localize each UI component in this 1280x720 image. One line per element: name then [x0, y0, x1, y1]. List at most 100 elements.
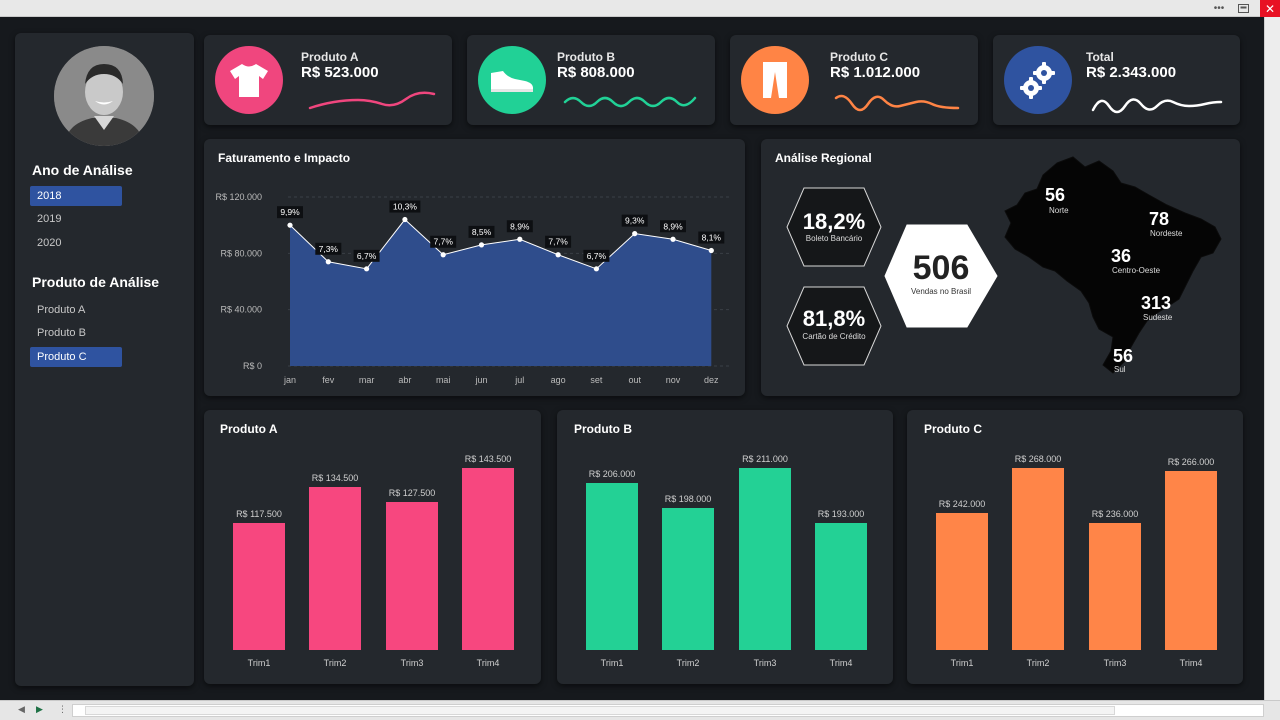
chart-title: Faturamento e Impacto — [218, 151, 351, 165]
region-centro-oeste-value: 36 — [1111, 246, 1132, 266]
year-2018[interactable]: 2018 — [30, 186, 122, 206]
data-label-bg — [277, 206, 303, 219]
bar — [739, 468, 791, 650]
region-norte-name: Norte — [1049, 206, 1069, 215]
credito-label: Cartão de Crédito — [802, 332, 866, 341]
bar-category-label: Trim4 — [476, 658, 500, 668]
x-tick-label: abr — [398, 375, 411, 385]
product-c-filter[interactable]: Produto C — [30, 347, 122, 367]
ribbon-display-icon[interactable] — [1234, 0, 1252, 17]
data-point — [670, 236, 676, 242]
sheet-options-icon[interactable]: ⋮ — [58, 704, 67, 714]
data-point — [517, 236, 523, 242]
chart-title: Produto A — [220, 422, 278, 436]
product-heading: Produto de Análise — [32, 274, 160, 290]
x-tick-label: mar — [359, 375, 375, 385]
close-icon[interactable]: ✕ — [1260, 0, 1280, 17]
kpi-card-produto-a: Produto A R$ 523.000 — [204, 35, 452, 125]
data-label-bg — [430, 235, 457, 248]
produto-a-chart-card: Produto A R$ 117.500 Trim1 R$ 134.500 Trim2… — [204, 410, 541, 684]
data-label: 8,9% — [663, 221, 683, 231]
vertical-scrollbar[interactable] — [1264, 17, 1280, 700]
year-heading: Ano de Análise — [32, 162, 133, 178]
bar-category-label: Trim2 — [1026, 658, 1050, 668]
region-norte-value: 56 — [1045, 185, 1066, 205]
sheet-bar: ◀ ▶ ⋮ — [0, 700, 1280, 720]
kpi-card-total: Total R$ 2.343.000 — [993, 35, 1240, 125]
bar-category-label: Trim2 — [676, 658, 700, 668]
data-label: 8,1% — [702, 233, 722, 243]
data-label-bg — [468, 225, 495, 238]
credito-pct: 81,8% — [802, 306, 866, 331]
sparkline — [834, 94, 960, 112]
kpi-value: R$ 808.000 — [557, 64, 635, 81]
data-point — [440, 252, 446, 258]
next-sheet-icon[interactable]: ▶ — [36, 704, 43, 714]
kpi-card-produto-b: Produto B R$ 808.000 — [467, 35, 715, 125]
produto-b-chart-card: Produto B R$ 206.000 Trim1 R$ 198.000 Trim2… — [557, 410, 893, 684]
product-b-filter[interactable]: Produto B — [37, 327, 86, 339]
kpi-label: Produto A — [301, 50, 359, 64]
data-point — [478, 242, 485, 248]
region-nordeste-value: 78 — [1149, 209, 1170, 229]
data-label: 7,3% — [319, 244, 339, 254]
avatar — [54, 46, 154, 146]
data-point — [325, 259, 331, 265]
shoe-icon — [478, 46, 546, 114]
bar — [309, 487, 361, 650]
x-tick-label: jun — [474, 375, 487, 385]
revenue-chart-card: Faturamento e Impacto R$ 0 R$ 40.000 R$ 80… — [204, 139, 745, 396]
bar-value-label: R$ 143.500 — [464, 454, 512, 464]
data-point — [593, 266, 599, 272]
data-label: 6,7% — [587, 251, 607, 261]
x-tick-label: out — [628, 375, 641, 385]
revenue-area-chart: R$ 0 R$ 40.000 R$ 80.000 R$ 120.000 9,9% jan 7… — [215, 192, 729, 385]
kpi-value: R$ 2.343.000 — [1086, 64, 1177, 81]
produto-c-chart-card: Produto C R$ 242.000 Trim1 R$ 268.000 Trim2… — [907, 410, 1243, 684]
boleto-label: Boleto Bancário — [805, 234, 863, 243]
kpi-value: R$ 523.000 — [301, 64, 379, 81]
data-label: 8,9% — [510, 221, 530, 231]
year-2019[interactable]: 2019 — [37, 213, 62, 225]
horizontal-scrollbar[interactable] — [72, 704, 1264, 717]
bar-value-label: R$ 211.000 — [742, 454, 788, 464]
kpi-card-produto-c: Produto C R$ 1.012.000 — [730, 35, 978, 125]
bar-value-label: R$ 198.000 — [664, 494, 712, 504]
year-2020[interactable]: 2020 — [37, 237, 62, 249]
brazil-map — [1004, 156, 1222, 374]
more-options-icon[interactable]: ••• — [1213, 3, 1225, 14]
y-tick-label: R$ 40.000 — [220, 305, 262, 315]
y-tick-label: R$ 120.000 — [215, 192, 262, 202]
pants-icon — [741, 46, 809, 114]
data-label-bg — [545, 235, 572, 248]
kpi-label: Produto B — [557, 50, 615, 64]
bar-value-label: R$ 127.500 — [388, 488, 436, 498]
data-label: 7,7% — [548, 237, 568, 247]
prev-sheet-icon[interactable]: ◀ — [18, 704, 25, 714]
region-sul-value: 56 — [1113, 346, 1134, 366]
sparkline — [1091, 98, 1223, 114]
bar-value-label: R$ 134.500 — [311, 473, 359, 483]
area-line — [289, 218, 712, 270]
tshirt-icon — [215, 46, 283, 114]
credito-hexagon — [786, 286, 882, 366]
data-label: 7,7% — [434, 237, 454, 247]
kpi-label: Produto C — [830, 50, 888, 64]
boleto-pct: 18,2% — [802, 209, 866, 234]
bar-value-label: R$ 117.500 — [236, 509, 282, 519]
y-tick-label: R$ 80.000 — [220, 248, 262, 258]
data-label-bg — [506, 220, 533, 233]
bar — [462, 468, 514, 650]
hexagon-group — [786, 187, 998, 366]
y-tick-label: R$ 0 — [243, 361, 262, 371]
regional-title: Análise Regional — [775, 151, 872, 165]
scroll-thumb[interactable] — [85, 706, 1115, 715]
bar-value-label: R$ 268.000 — [1014, 454, 1062, 464]
data-label: 10,3% — [393, 202, 418, 212]
total-sales-label: Vendas no Brasil — [910, 287, 972, 296]
sidebar: Ano de Análise 2018 2019 2020 Produto de… — [15, 33, 194, 686]
product-a-filter[interactable]: Produto A — [37, 304, 86, 316]
data-label: 8,5% — [472, 227, 492, 237]
sales-hexagon — [884, 224, 998, 328]
bar-category-label: Trim1 — [600, 658, 624, 668]
